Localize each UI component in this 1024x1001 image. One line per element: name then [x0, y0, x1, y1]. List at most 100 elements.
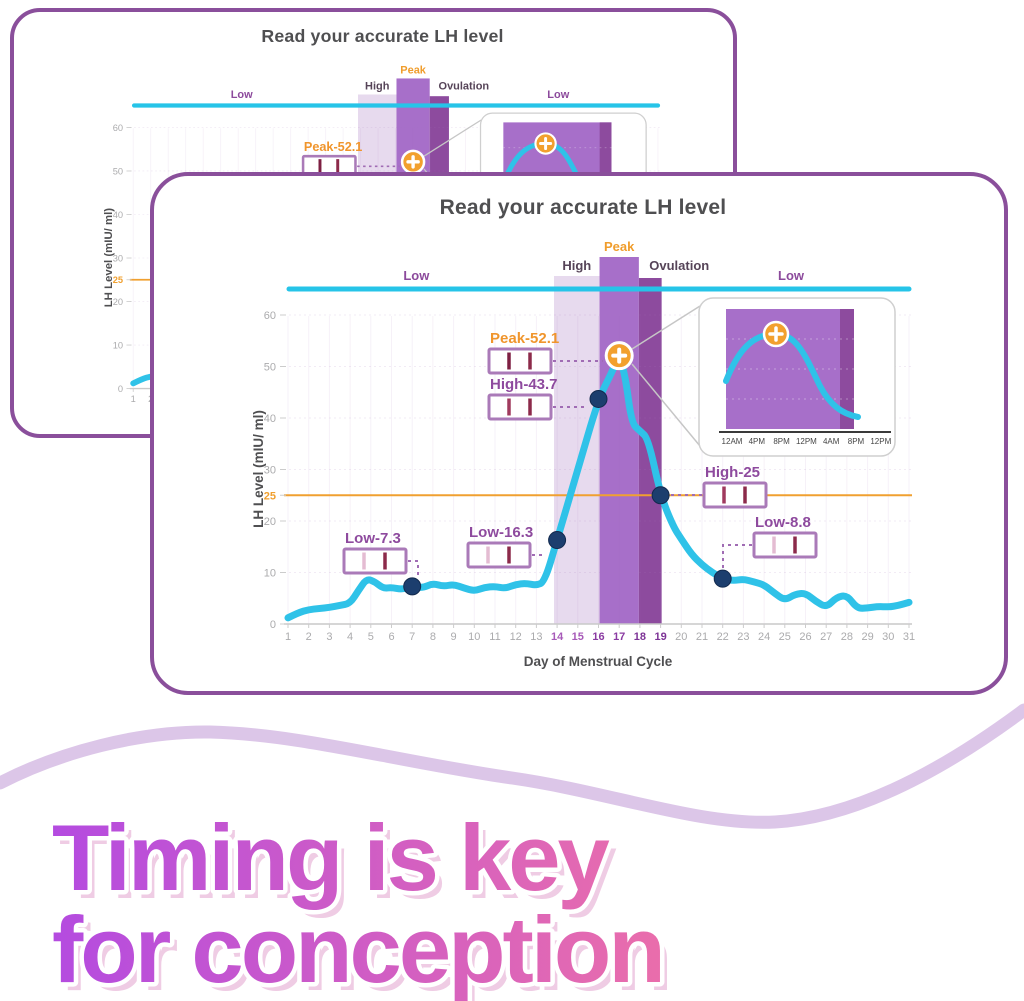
x-tick-label: 8	[430, 631, 436, 643]
test-strip-icon	[702, 481, 768, 509]
x-tick-label: 12	[510, 631, 522, 643]
x-axis-title: Day of Menstrual Cycle	[524, 654, 673, 669]
x-tick-label: 15	[572, 631, 584, 643]
inset-time-label: 12AM	[722, 437, 743, 446]
y-tick-label: 30	[113, 253, 123, 263]
band-high	[553, 276, 600, 624]
x-tick-label: 26	[799, 631, 811, 643]
zone-label-peak: Peak	[604, 239, 635, 254]
data-point-dot	[589, 389, 608, 408]
zone-label-high: High	[562, 258, 591, 273]
zone-label-peak: Peak	[400, 64, 427, 76]
test-strip-icon	[342, 547, 408, 575]
lh-line	[284, 357, 913, 622]
y-tick-label: 60	[113, 123, 123, 133]
annotation-label: High-25	[705, 464, 760, 481]
front-card: Read your accurate LH level Low High Peak O…	[150, 172, 1008, 695]
zone-label-low: Low	[403, 268, 430, 283]
x-tick-label: 24	[758, 631, 770, 643]
x-tick-label: 20	[675, 631, 687, 643]
peak-marker-icon	[604, 341, 634, 371]
test-strip-icon	[752, 531, 818, 559]
data-point-dot	[403, 577, 422, 596]
x-tick-label: 31	[903, 631, 915, 643]
x-tick-label: 19	[654, 631, 666, 643]
inset-time-label: 4PM	[749, 437, 766, 446]
annotation-label: Peak-52.1	[304, 140, 362, 154]
test-strip-icon	[487, 393, 553, 421]
annotation-low73: Low-7.3	[342, 530, 422, 596]
y-tick-label: 25	[264, 490, 276, 502]
y-tick-label: 0	[270, 619, 276, 631]
y-tick-label: 10	[264, 568, 276, 580]
x-tick-label: 10	[468, 631, 480, 643]
test-strip-icon	[487, 347, 553, 375]
annotation-low88: Low-8.8	[713, 514, 818, 588]
inset-time-label: 4AM	[823, 437, 840, 446]
x-tick-label: 23	[737, 631, 749, 643]
inset-time-label: 8PM	[773, 437, 790, 446]
annotation-label: Low-16.3	[469, 524, 533, 541]
y-tick-label: 20	[113, 297, 123, 307]
x-tick-label: 22	[717, 631, 729, 643]
x-tick-label: 28	[841, 631, 853, 643]
x-tick-label: 1	[285, 631, 291, 643]
y-axis-title: LH Level (mIU/ ml)	[103, 208, 115, 308]
data-point-dot	[548, 531, 567, 550]
x-tick-label: 1	[131, 394, 136, 404]
phase-legend-bar: Low High Peak Ovulation Low	[131, 64, 661, 108]
bottom-art: Timing is key for conception Timing is k…	[0, 703, 1024, 1001]
x-tick-label: 17	[613, 631, 625, 643]
x-tick-label: 5	[368, 631, 374, 643]
wave-line	[0, 703, 1024, 829]
phase-legend-bar: Low High Peak Ovulation Low	[286, 239, 912, 292]
y-tick-label: 40	[264, 413, 276, 425]
x-tick-label: 2	[306, 631, 312, 643]
x-tick-label: 13	[530, 631, 542, 643]
y-tick-label: 20	[264, 516, 276, 528]
x-tick-label: 27	[820, 631, 832, 643]
y-tick-label: 30	[264, 465, 276, 477]
peak-marker-icon	[400, 149, 426, 175]
y-axis-title: LH Level (mIU/ ml)	[251, 410, 266, 528]
annotation-low163: Low-16.3	[466, 524, 567, 569]
annotation-high437: High-43.7	[487, 376, 608, 421]
peak-marker-icon	[534, 132, 557, 155]
y-tick-label: 40	[113, 210, 123, 220]
zone-label-low: Low	[778, 268, 805, 283]
x-tick-label: 11	[489, 631, 500, 643]
y-tick-label: 25	[113, 275, 123, 285]
tagline-line2: for conception	[52, 897, 663, 1001]
inset-time-label: 8PM	[848, 437, 865, 446]
y-tick-label: 60	[264, 310, 276, 322]
annotation-label: Low-7.3	[345, 530, 401, 547]
x-tick-label: 7	[409, 631, 415, 643]
annotation-label: Peak-52.1	[490, 330, 559, 347]
data-point-dot	[651, 486, 670, 505]
tagline-line2-shadow: for conception	[59, 905, 670, 1001]
inset-time-label: 12PM	[796, 437, 817, 446]
annotation-label: Low-8.8	[755, 514, 811, 531]
y-tick-label: 50	[264, 362, 276, 374]
inset-time-label: 12PM	[870, 437, 891, 446]
x-tick-label: 30	[882, 631, 894, 643]
chart-title: Read your accurate LH level	[261, 26, 504, 47]
zone-label-ovulation: Ovulation	[649, 258, 709, 273]
zone-label-high: High	[365, 80, 390, 92]
peak-marker-icon	[762, 320, 790, 348]
y-tick-label: 50	[113, 166, 123, 176]
y-tick-label: 10	[113, 340, 123, 350]
zone-label-ovulation: Ovulation	[439, 80, 490, 92]
annotation-label: High-43.7	[490, 376, 558, 393]
zone-label-low: Low	[231, 89, 253, 101]
test-strip-icon	[466, 541, 532, 569]
annotation-high25: High-25	[651, 464, 768, 509]
zone-label-low: Low	[547, 89, 569, 101]
y-tick-label: 0	[118, 384, 123, 394]
x-tick-label: 18	[634, 631, 646, 643]
x-tick-label: 4	[347, 631, 353, 643]
annotation-peak521: Peak-52.1	[487, 330, 634, 375]
